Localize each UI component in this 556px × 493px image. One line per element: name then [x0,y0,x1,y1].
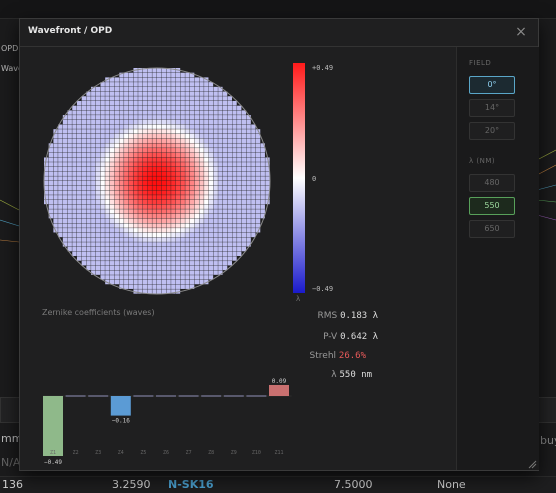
wavefront-pupil-map [43,67,271,295]
zernike-bar-z1 [43,396,63,456]
zernike-value-label: −0.49 [44,459,62,466]
zernike-tick-label: Z9 [231,450,237,456]
resize-grip-icon[interactable] [527,459,537,469]
wavelength-option-650[interactable]: 650 [469,220,515,238]
strehl-stat: Strehl 26.6% [310,351,366,361]
background-table-row [0,476,556,493]
background-tab-label: Wave [1,64,23,73]
zernike-value-label: 0.09 [272,378,287,385]
pupil-aperture-outline [43,67,271,295]
background-input [537,397,556,423]
field-option-14[interactable]: 14° [469,99,515,117]
background-cell: 7.5000 [334,478,373,491]
zernike-tick-label: Z5 [140,450,146,456]
pv-label: P-V [323,332,338,342]
field-section-label: FIELD [469,59,492,67]
settings-panel: FIELD 0° 14° 20° λ (NM) 480 550 650 [456,47,539,470]
zernike-chart-title: Zernike coefficients (waves) [42,308,155,317]
zernike-tick-label: Z7 [186,450,192,456]
zernike-tick-label: Z8 [208,450,214,456]
zernike-tick-label: Z3 [95,450,101,456]
colorbar-max-label: +0.49 [312,64,334,72]
zernike-bar-z11 [269,384,289,396]
pv-stat: P-V 0.642 λ [323,332,378,342]
zernike-bar-chart: Z1 −0.49 Z2 Z3 Z4 −0.16 Z5 Z6 Z7 Z8 Z9 Z10 Z11 0.09 [43,378,292,466]
background-cell: buyg [540,434,556,447]
zernike-tick-label: Z11 [274,450,283,456]
lambda-value: 550 nm [339,370,372,380]
background-input [0,397,21,423]
strehl-value: 26.6% [338,351,366,361]
close-icon[interactable]: × [515,24,527,40]
field-option-0[interactable]: 0° [469,76,515,94]
background-ray-lines [537,149,556,221]
zernike-tick-label: Z6 [163,450,169,456]
zernike-tick-label: Z2 [73,450,79,456]
background-ray-lines [0,199,19,243]
dialog-title: Wavefront / OPD [28,26,113,36]
zernike-value-label: −0.16 [112,418,130,425]
opd-colorbar [293,63,305,293]
background-cell: None [437,478,466,491]
background-cell: 136 [2,478,23,491]
zernike-tick-label: Z1 [50,450,56,456]
wavelength-stat: λ 550 nm [331,370,372,380]
background-tab-label: OPD [1,44,19,53]
rms-label: RMS [317,311,338,321]
zernike-tick-label: Z4 [118,450,124,456]
rms-value: 0.183 λ [340,311,378,321]
strehl-label: Strehl [309,351,337,361]
wavelength-option-480[interactable]: 480 [469,174,515,192]
rms-stat: RMS 0.183 λ [317,311,378,321]
zernike-tick-label: Z10 [252,450,261,456]
wavelength-section-label: λ (NM) [469,157,496,165]
background-cell: 3.2590 [112,478,151,491]
zernike-bar-z4 [110,396,131,416]
field-option-20[interactable]: 20° [469,122,515,140]
background-cell: N-SK16 [168,478,214,491]
colorbar-unit-label: λ [296,295,301,303]
wavelength-option-550[interactable]: 550 [469,197,515,215]
background-toolbar [0,0,556,19]
background-cell: N/A [1,456,21,469]
dialog-titlebar: Wavefront / OPD × [20,19,538,47]
lambda-label: λ [331,370,337,380]
wavefront-dialog: Wavefront / OPD × +0.49 0 −0.49 λ FIELD … [19,18,539,471]
colorbar-mid-label: 0 [312,175,317,183]
colorbar-min-label: −0.49 [312,285,334,293]
pv-value: 0.642 λ [340,332,378,342]
